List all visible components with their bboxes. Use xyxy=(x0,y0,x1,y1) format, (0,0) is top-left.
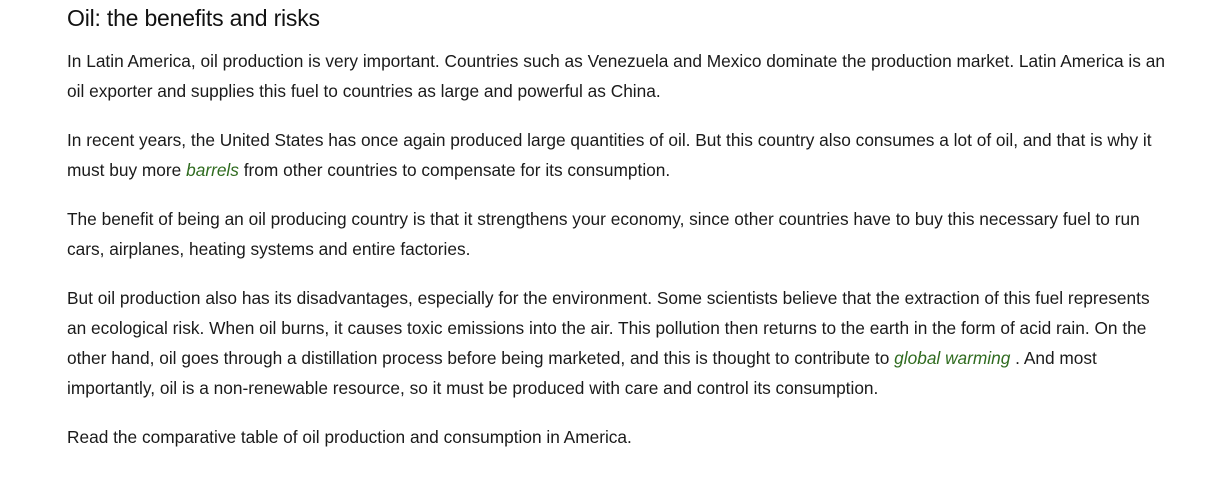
paragraph-latin-america: In Latin America, oil production is very… xyxy=(67,51,1165,101)
paragraph-united-states: In recent years, the United States has o… xyxy=(67,125,1167,185)
paragraph-text: from other countries to compensate for i… xyxy=(238,160,671,180)
article: Oil: the benefits and risks In Latin Ame… xyxy=(67,0,1167,452)
paragraph-text: In recent years, the United States has o… xyxy=(67,130,1152,180)
paragraph-text: . And most importantly, oil is a non-ren… xyxy=(67,348,1097,398)
paragraph-text: But oil production also has its disadvan… xyxy=(67,288,1150,368)
paragraph-disadvantages: But oil production also has its disadvan… xyxy=(67,283,1167,403)
article-title: Oil: the benefits and risks xyxy=(67,5,320,31)
glossary-link-barrels[interactable]: barrels xyxy=(186,160,239,180)
paragraph-table-intro: Read the comparative table of oil produc… xyxy=(67,427,632,447)
glossary-link-global-warming[interactable]: global warming xyxy=(894,348,1011,368)
paragraph-benefits: The benefit of being an oil producing co… xyxy=(67,209,1140,259)
